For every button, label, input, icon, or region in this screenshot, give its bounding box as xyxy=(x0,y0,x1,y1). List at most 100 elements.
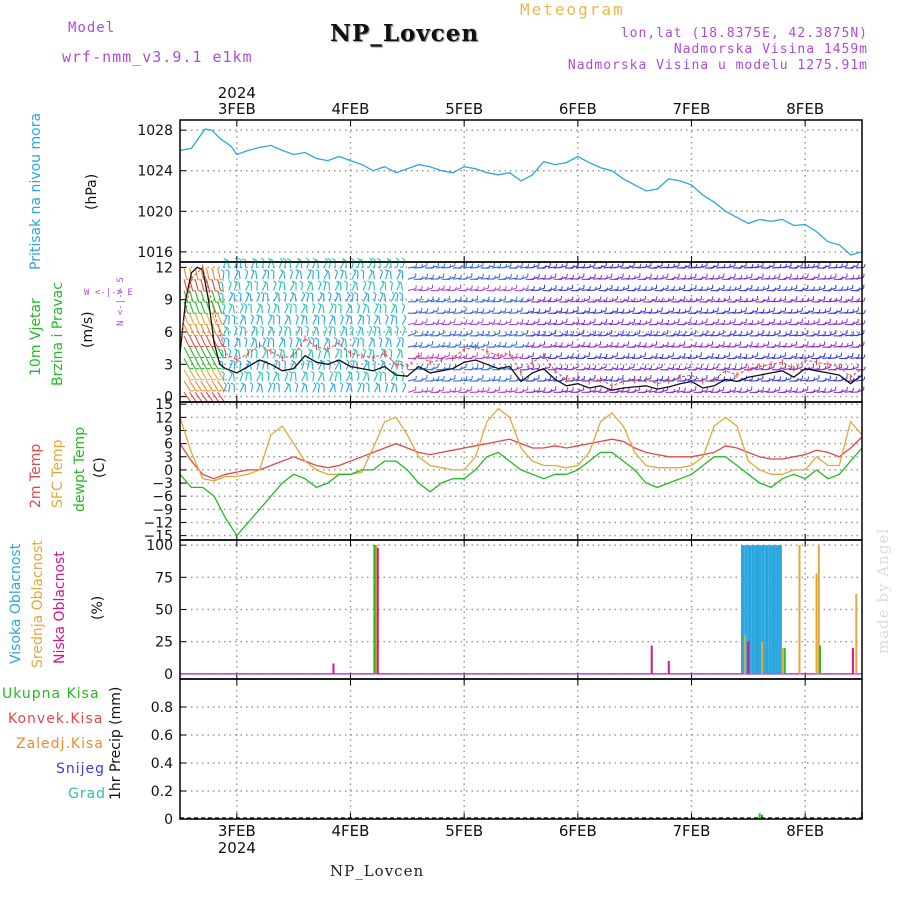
wind-barb xyxy=(771,287,780,292)
wind-barb-flag xyxy=(240,314,244,318)
wind-barb xyxy=(743,344,752,348)
wind-barb xyxy=(609,310,618,314)
wind-barb-flag xyxy=(415,355,418,359)
wind-barb-flag xyxy=(505,342,507,346)
wind-barb xyxy=(200,369,208,381)
wind-barb-flag xyxy=(544,264,547,269)
wind-barb xyxy=(497,310,506,314)
wind-barb-flag xyxy=(841,377,844,381)
wind-barb xyxy=(200,290,205,303)
wind-barb xyxy=(475,367,484,371)
wind-barb xyxy=(379,373,382,382)
wind-barb xyxy=(250,271,255,280)
wind-barb xyxy=(300,271,303,280)
wind-barb xyxy=(413,298,422,303)
wind-barb xyxy=(732,355,741,359)
wind-barb-flag xyxy=(566,286,569,291)
wind-barb xyxy=(221,361,224,370)
wind-barb-flag xyxy=(566,330,568,335)
wind-barb xyxy=(245,339,248,348)
wind-barb-flag xyxy=(796,275,799,279)
wind-barb xyxy=(643,265,652,269)
wind-barb-flag xyxy=(426,343,429,348)
wind-barb xyxy=(458,356,467,359)
wind-barb-flag xyxy=(401,257,406,261)
pressure-axis-title: Pritisak na nivou mora xyxy=(28,112,44,270)
wind-barb-flag xyxy=(549,388,553,393)
wind-barb-flag xyxy=(241,326,246,329)
wind-barb xyxy=(205,346,213,359)
wind-barb-flag xyxy=(256,291,261,295)
wind-barb-flag xyxy=(527,309,530,314)
wind-barb xyxy=(682,356,691,359)
wind-barb xyxy=(598,356,607,359)
wind-barb-flag xyxy=(213,400,217,403)
wind-barb xyxy=(211,279,216,291)
wind-barb-flag xyxy=(712,331,715,335)
wind-barb xyxy=(205,267,210,280)
wind-barb-flag xyxy=(432,366,435,370)
wind-barb xyxy=(469,355,478,359)
wind-barb-flag xyxy=(488,330,490,335)
wind-barb-flag xyxy=(296,337,301,340)
y-tick-label: 0 xyxy=(164,667,173,683)
wind-barb xyxy=(322,373,325,382)
wind-barb xyxy=(361,259,364,268)
wind-barb xyxy=(480,356,489,359)
wind-barb xyxy=(413,355,422,359)
wind-barb xyxy=(452,390,461,393)
wind-barb-flag xyxy=(589,276,592,280)
wind-barb xyxy=(413,310,422,314)
wind-barb-flag xyxy=(617,342,619,347)
wind-barb xyxy=(211,313,217,325)
wind-barb xyxy=(760,278,769,280)
wind-barb xyxy=(301,361,305,370)
wind-barb-flag xyxy=(278,280,282,284)
y-tick-label: 0 xyxy=(164,390,173,406)
wind-barb-flag xyxy=(241,382,245,386)
wind-barb xyxy=(732,390,741,393)
wind-barb xyxy=(570,356,579,359)
wind-barb-flag xyxy=(287,303,292,306)
wind-barb xyxy=(631,332,640,337)
wind-barb-flag xyxy=(454,330,457,335)
wind-barb-flag xyxy=(790,308,793,313)
wind-barb-flag xyxy=(796,387,798,392)
wind-barb-flag xyxy=(297,325,301,330)
wind-barb-flag xyxy=(684,274,687,279)
wind-barb-flag xyxy=(330,314,334,318)
wind-barb-flag xyxy=(385,314,389,318)
wind-barb-flag xyxy=(397,349,402,351)
wind-barb-flag xyxy=(308,348,312,352)
wind-barb xyxy=(816,311,825,314)
wind-barb-flag xyxy=(818,365,821,369)
wind-barb xyxy=(743,287,752,292)
wind-barb-flag xyxy=(583,366,586,370)
wind-barb-flag xyxy=(577,388,581,393)
wind-barb xyxy=(261,283,267,291)
wind-barb xyxy=(536,344,545,348)
wind-barb-flag xyxy=(701,389,704,393)
wind-barb-flag xyxy=(594,330,596,334)
wind-barb xyxy=(373,361,376,370)
wind-barb-flag xyxy=(443,285,445,289)
wind-barb-flag xyxy=(331,382,335,385)
wind-barb xyxy=(564,390,573,393)
wind-barb xyxy=(676,299,685,303)
wind-barb xyxy=(233,271,239,280)
y-tick-label: 12 xyxy=(155,410,173,426)
wind-barb-flag xyxy=(505,264,508,268)
wind-barb-flag xyxy=(729,377,732,381)
wind-barb-flag xyxy=(695,297,698,302)
wind-barb-flag xyxy=(499,319,502,324)
wind-barb-flag xyxy=(712,366,715,370)
wind-barb xyxy=(328,350,331,359)
wind-barb-flag xyxy=(762,355,766,359)
wind-barb xyxy=(643,289,652,292)
wind-barb xyxy=(491,288,500,292)
wind-barb xyxy=(811,346,820,348)
wind-barb xyxy=(732,312,741,314)
wind-barb-flag xyxy=(745,287,749,292)
wind-barb-flag xyxy=(460,274,462,279)
wind-barb-flag xyxy=(465,332,469,336)
